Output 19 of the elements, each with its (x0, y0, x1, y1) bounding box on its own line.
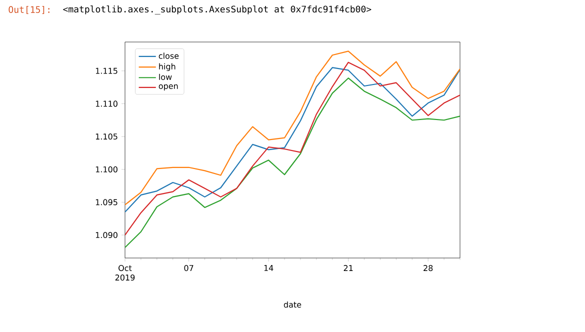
legend-label: high (159, 63, 176, 71)
x-tick-label: 07 (184, 265, 194, 272)
y-tick-label: 1.100 (96, 166, 118, 172)
y-tick-label: 1.110 (96, 100, 118, 107)
x-tick-label: 14 (264, 265, 274, 271)
legend-label: close (158, 52, 179, 59)
y-tick-label: 1.115 (96, 68, 118, 74)
legend-label: open (158, 84, 178, 91)
y-tick-label: 1.105 (96, 134, 118, 140)
text: Out[15]: (8, 6, 50, 14)
x-tick-label: Oct 2019 (115, 265, 135, 281)
x-axis-title: date (284, 301, 302, 308)
x-tick-label: 21 (344, 265, 353, 271)
legend-label: low (159, 74, 172, 80)
text: <matplotlib.axes._subplots.AxesSubplot at 0x7fdc91f4cb00> (63, 5, 372, 14)
y-tick-label: 1.090 (96, 232, 118, 238)
x-tick-label: 28 (424, 265, 433, 272)
line-series (125, 62, 460, 236)
y-tick-label: 1.095 (96, 199, 118, 206)
